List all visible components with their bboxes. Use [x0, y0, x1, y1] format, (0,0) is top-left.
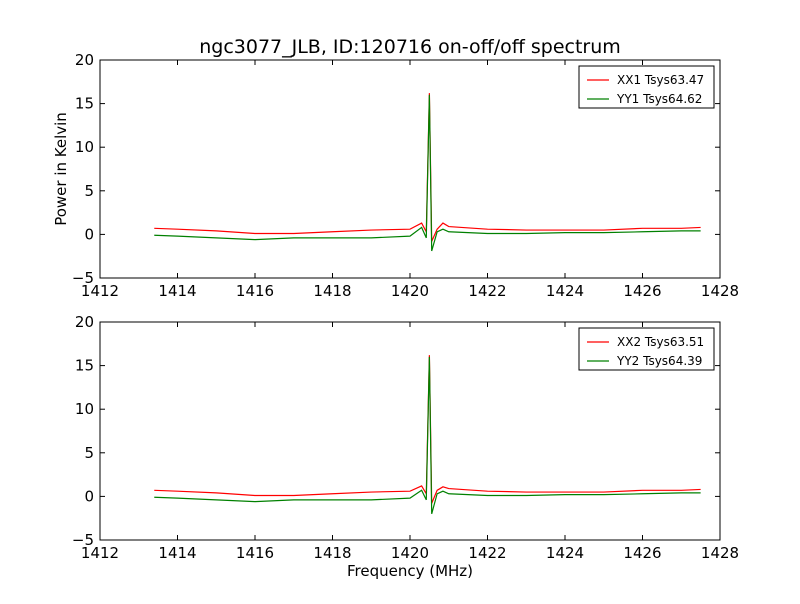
x-tick-label: 1418: [313, 282, 351, 300]
x-tick-label: 1416: [236, 282, 274, 300]
y-tick-label: 15: [75, 357, 94, 375]
legend-label-1: XX2 Tsys63.51: [617, 335, 704, 349]
y-tick-label: 5: [84, 182, 94, 200]
y-tick-label: 10: [75, 138, 94, 156]
x-axis-label: Frequency (MHz): [347, 562, 473, 580]
y-tick-label: 0: [84, 225, 94, 243]
x-tick-label: 1412: [81, 282, 119, 300]
x-tick-label: 1420: [391, 544, 429, 562]
x-tick-label: 1414: [158, 282, 196, 300]
chart-title: ngc3077_JLB, ID:120716 on-off/off spectr…: [199, 36, 621, 58]
x-tick-label: 1428: [701, 544, 739, 562]
x-tick-label: 1428: [701, 282, 739, 300]
x-tick-label: 1422: [468, 544, 506, 562]
legend-box: [578, 65, 715, 109]
legend-label-2: YY2 Tsys64.39: [616, 354, 702, 368]
series-line-2: [154, 94, 701, 252]
y-tick-label: −5: [72, 531, 94, 549]
y-tick-label: 15: [75, 95, 94, 113]
x-tick-label: 1422: [468, 282, 506, 300]
y-tick-label: 20: [75, 51, 94, 69]
legend: XX2 Tsys63.51 YY2 Tsys64.39: [578, 327, 715, 371]
x-tick-label: 1414: [158, 544, 196, 562]
x-tick-label: 1412: [81, 544, 119, 562]
x-tick-label: 1418: [313, 544, 351, 562]
y-tick-label: 10: [75, 400, 94, 418]
x-tick-label: 1416: [236, 544, 274, 562]
x-tick-label: 1426: [623, 282, 661, 300]
x-tick-label: 1420: [391, 282, 429, 300]
x-tick-label: 1424: [546, 282, 584, 300]
y-tick-label: 20: [75, 313, 94, 331]
legend-label-1: XX1 Tsys63.47: [617, 73, 704, 87]
bottom-panel: 1412 1414 1416 1418 1420 1422 1424 1426 1428 −5 0 5…: [72, 313, 739, 562]
y-tick-label: 5: [84, 444, 94, 462]
y-tick-label: 0: [84, 487, 94, 505]
series-line-2: [154, 356, 701, 514]
y-axis-label: Power in Kelvin: [52, 112, 70, 226]
y-tick-label: −5: [72, 269, 94, 287]
x-tick-label: 1424: [546, 544, 584, 562]
legend-box: [578, 327, 715, 371]
top-panel: 1412 1414 1416 1418 1420 1422 1424 1426 1428 −5 0 5…: [72, 51, 739, 300]
x-tick-label: 1426: [623, 544, 661, 562]
legend-label-2: YY1 Tsys64.62: [616, 92, 702, 106]
legend: XX1 Tsys63.47 YY1 Tsys64.62: [578, 65, 715, 109]
